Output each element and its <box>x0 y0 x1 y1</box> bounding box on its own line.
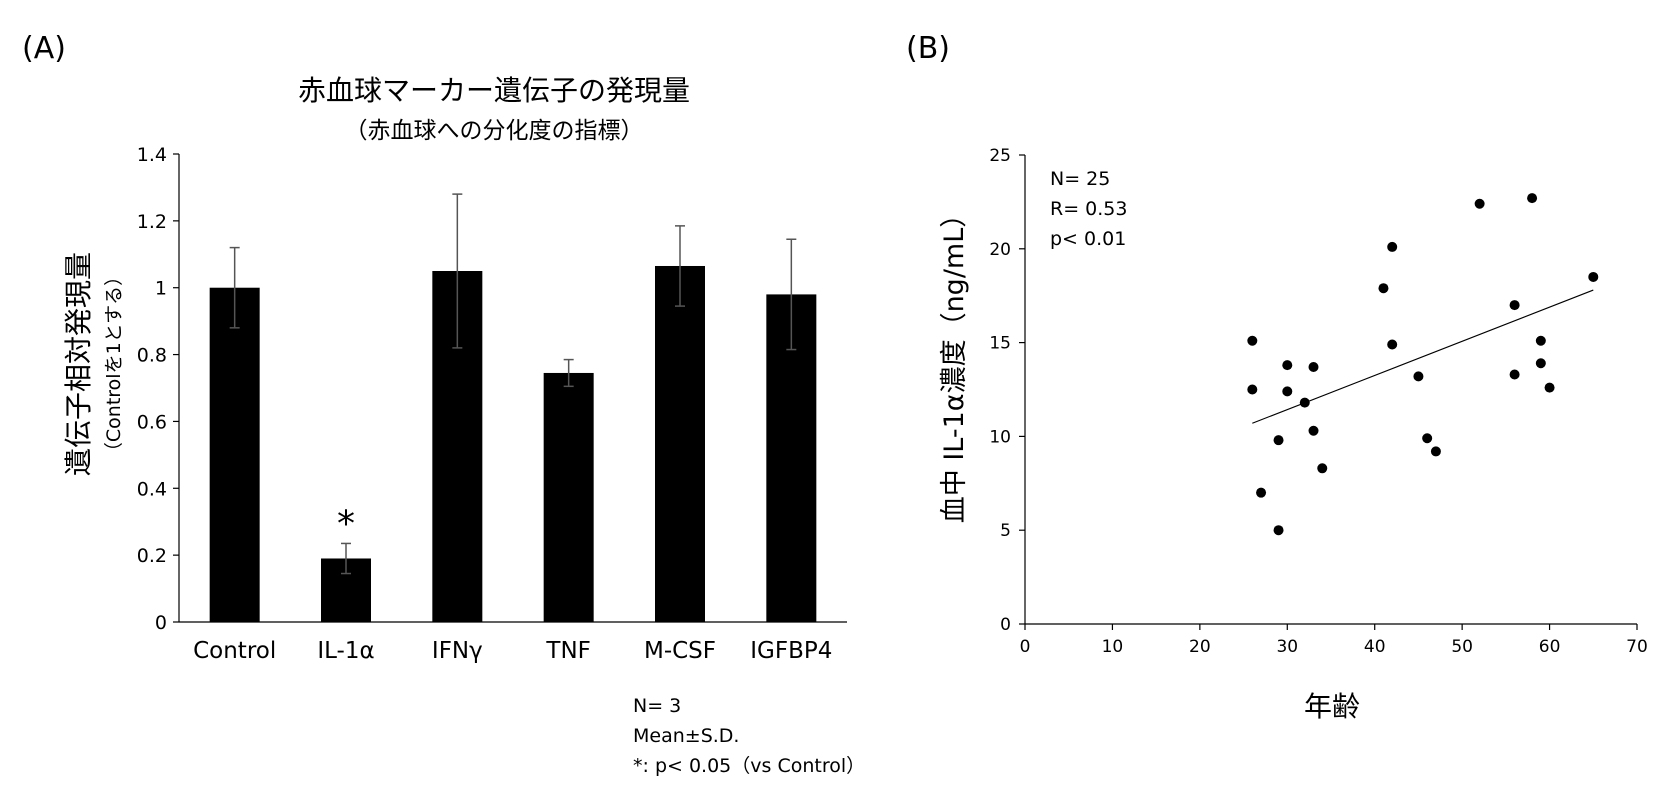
scatter-x-tick-label: 70 <box>1626 637 1648 657</box>
scatter-y-tick-label: 5 <box>1000 521 1011 541</box>
scatter-x-tick-label: 10 <box>1102 637 1124 657</box>
scatter-point <box>1430 446 1441 457</box>
scatter-point <box>1422 433 1433 444</box>
panel-b: (B) 血中 IL-1α濃度（ng/mL） 年齢 0 5 10 15 20 25 0 10 2… <box>906 31 1648 723</box>
scatter-x-tick-label: 60 <box>1539 637 1561 657</box>
bar-chart-ylabel-sub: （Controlを1とする） <box>103 267 125 461</box>
scatter-annotation: N= 25 <box>1050 168 1110 190</box>
scatter-annotation: R= 0.53 <box>1050 198 1127 220</box>
bar-chart-x-tick-label: M-CSF <box>644 638 716 664</box>
bar-chart-ylabel: 遺伝子相対発現量 <box>62 252 95 476</box>
scatter-point <box>1509 369 1520 380</box>
scatter-y-tick-label: 15 <box>989 334 1011 354</box>
scatter-points <box>1247 193 1599 536</box>
bar-chart-x-tick-label: IL-1α <box>317 638 374 664</box>
significance-marker: * <box>337 503 355 544</box>
bar-chart-y-tick-label: 0.8 <box>137 345 167 367</box>
bar-chart-x-tick-label: IFNγ <box>432 638 483 664</box>
scatter-point <box>1247 384 1258 395</box>
bar <box>655 265 705 622</box>
scatter-x-tick-label: 50 <box>1451 637 1473 657</box>
panel-b-label: (B) <box>906 31 950 66</box>
bar <box>543 372 594 622</box>
scatter-y-tick-label: 10 <box>989 427 1011 447</box>
bar-chart-x-tick-label: Control <box>193 638 276 664</box>
scatter-x-ticks: 0 10 20 30 40 50 60 70 <box>1020 624 1648 657</box>
scatter-x-tick-label: 20 <box>1189 637 1211 657</box>
bar-chart-subtitle: （赤血球への分化度の指標） <box>345 118 644 144</box>
scatter-point <box>1273 435 1284 446</box>
scatter-ylabel: 血中 IL-1α濃度（ng/mL） <box>939 201 970 524</box>
bar-chart-x-tick-labels: Control IL-1α IFNγ TNF M-CSF IGFBP4 <box>193 638 832 664</box>
panel-a: (A) 赤血球マーカー遺伝子の発現量 （赤血球への分化度の指標） 遺伝子相対発現… <box>22 31 865 777</box>
scatter-y-ticks: 0 5 10 15 20 25 <box>989 146 1025 635</box>
scatter-point <box>1535 335 1546 346</box>
scatter-point <box>1273 525 1284 536</box>
scatter-point <box>1588 271 1599 282</box>
bar-chart-y-ticks: 0 0.2 0.4 0.6 0.8 1 1.2 1.4 <box>137 144 179 634</box>
scatter-point <box>1527 193 1538 204</box>
bar-chart-y-tick-label: 0.4 <box>137 478 167 500</box>
bar-chart-notes: N= 3 Mean±S.D. *: p< 0.05（vs Control） <box>633 695 865 777</box>
scatter-y-tick-label: 0 <box>1000 615 1011 635</box>
scatter-y-tick-label: 20 <box>989 240 1011 260</box>
scatter-point <box>1535 358 1546 369</box>
panel-a-label: (A) <box>22 31 66 66</box>
scatter-xlabel: 年齢 <box>1304 690 1360 723</box>
scatter-point <box>1308 425 1319 436</box>
scatter-point <box>1387 339 1398 350</box>
bar-chart-title: 赤血球マーカー遺伝子の発現量 <box>298 74 690 107</box>
scatter-point <box>1474 198 1485 209</box>
scatter-point <box>1256 487 1267 498</box>
scatter-point <box>1282 386 1293 397</box>
bar-chart-y-tick-label: 1 <box>155 278 167 300</box>
bar-chart-note: *: p< 0.05（vs Control） <box>633 755 865 777</box>
scatter-annotations: N= 25 R= 0.53 p< 0.01 <box>1050 168 1127 250</box>
scatter-point <box>1247 335 1258 346</box>
scatter-point <box>1387 241 1398 252</box>
scatter-point <box>1317 463 1328 474</box>
bar-chart-y-tick-label: 0.6 <box>137 411 167 433</box>
bar-chart-note: N= 3 <box>633 695 681 717</box>
bar-chart-y-tick-label: 0.2 <box>137 545 167 567</box>
scatter-point <box>1308 361 1319 372</box>
bar-chart-note: Mean±S.D. <box>633 725 739 747</box>
bar-chart-x-tick-label: IGFBP4 <box>750 638 832 664</box>
scatter-x-tick-label: 30 <box>1276 637 1298 657</box>
bar-chart-x-tick-label: TNF <box>545 638 590 664</box>
bar-chart-bars: * <box>209 193 817 622</box>
bar-chart-y-tick-label: 0 <box>155 612 167 634</box>
bar <box>209 287 260 622</box>
scatter-annotation: p< 0.01 <box>1050 228 1126 250</box>
bar-chart-y-tick-label: 1.4 <box>137 144 167 166</box>
bar-chart-y-tick-label: 1.2 <box>137 211 167 233</box>
scatter-x-tick-label: 40 <box>1364 637 1386 657</box>
scatter-x-tick-label: 0 <box>1020 637 1031 657</box>
scatter-point <box>1544 382 1555 393</box>
scatter-point <box>1299 397 1310 408</box>
scatter-y-tick-label: 25 <box>989 146 1011 166</box>
scatter-point <box>1509 300 1520 311</box>
scatter-point <box>1413 371 1424 382</box>
scatter-point <box>1378 283 1389 294</box>
scatter-point <box>1282 360 1293 371</box>
